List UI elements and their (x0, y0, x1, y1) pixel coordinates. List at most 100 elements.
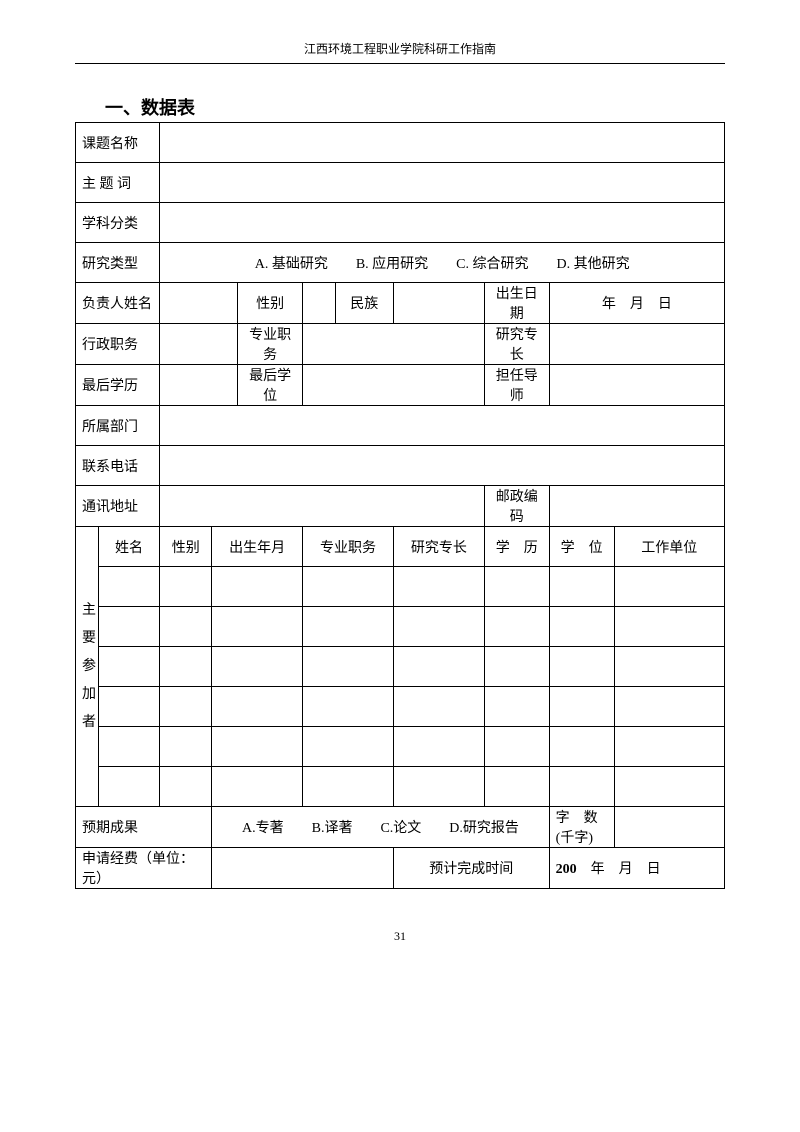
p-post[interactable] (303, 687, 394, 727)
table-row (76, 607, 725, 647)
field-gender[interactable] (303, 283, 335, 324)
col-name: 姓名 (98, 527, 160, 567)
field-research-spec[interactable] (549, 324, 724, 365)
p-birth[interactable] (212, 607, 303, 647)
table-row (76, 687, 725, 727)
p-unit[interactable] (614, 767, 724, 807)
table-row (76, 767, 725, 807)
field-zipcode[interactable] (549, 486, 724, 527)
p-name[interactable] (98, 767, 160, 807)
word-count-l2: (千字) (556, 831, 593, 846)
field-expected-result[interactable]: A.专著 B.译著 C.论文 D.研究报告 (212, 807, 549, 848)
field-leader-name[interactable] (160, 283, 238, 324)
field-word-count[interactable] (614, 807, 724, 848)
page-number: 31 (75, 929, 725, 944)
p-unit[interactable] (614, 567, 724, 607)
p-edu[interactable] (484, 687, 549, 727)
table-row (76, 727, 725, 767)
p-name[interactable] (98, 567, 160, 607)
col-degree: 学 位 (549, 527, 614, 567)
p-degree[interactable] (549, 647, 614, 687)
word-count-l1: 字 数 (556, 811, 598, 826)
label-research-type: 研究类型 (76, 243, 160, 283)
label-department: 所属部门 (76, 406, 160, 446)
p-degree[interactable] (549, 607, 614, 647)
field-highest-edu[interactable] (160, 365, 238, 406)
field-keywords[interactable] (160, 163, 725, 203)
p-name[interactable] (98, 607, 160, 647)
label-gender: 性别 (238, 283, 303, 324)
p-spec[interactable] (393, 647, 484, 687)
p-degree[interactable] (549, 767, 614, 807)
p-gender[interactable] (160, 687, 212, 727)
col-post: 专业职务 (303, 527, 394, 567)
label-zipcode: 邮政编码 (484, 486, 549, 527)
p-post[interactable] (303, 607, 394, 647)
date-suffix: 年 月 日 (577, 862, 661, 877)
field-department[interactable] (160, 406, 725, 446)
p-gender[interactable] (160, 727, 212, 767)
p-unit[interactable] (614, 607, 724, 647)
p-gender[interactable] (160, 567, 212, 607)
label-address: 通讯地址 (76, 486, 160, 527)
p-birth[interactable] (212, 567, 303, 607)
label-supervisor: 担任导师 (484, 365, 549, 406)
p-birth[interactable] (212, 687, 303, 727)
p-unit[interactable] (614, 727, 724, 767)
p-edu[interactable] (484, 767, 549, 807)
field-subject-class[interactable] (160, 203, 725, 243)
p-post[interactable] (303, 567, 394, 607)
p-degree[interactable] (549, 727, 614, 767)
field-admin-post[interactable] (160, 324, 238, 365)
p-gender[interactable] (160, 647, 212, 687)
field-birth-date[interactable]: 年 月 日 (549, 283, 724, 324)
label-highest-edu: 最后学历 (76, 365, 160, 406)
label-ethnicity: 民族 (335, 283, 393, 324)
col-birth: 出生年月 (212, 527, 303, 567)
p-degree[interactable] (549, 687, 614, 727)
participants-text: 主要参加者 (82, 603, 96, 730)
field-phone[interactable] (160, 446, 725, 486)
label-research-spec: 研究专长 (484, 324, 549, 365)
year-prefix: 200 (556, 862, 577, 877)
field-research-type[interactable]: A. 基础研究 B. 应用研究 C. 综合研究 D. 其他研究 (160, 243, 725, 283)
page-header: 江西环境工程职业学院科研工作指南 (75, 40, 725, 64)
p-unit[interactable] (614, 687, 724, 727)
p-spec[interactable] (393, 767, 484, 807)
p-spec[interactable] (393, 687, 484, 727)
p-edu[interactable] (484, 567, 549, 607)
p-edu[interactable] (484, 647, 549, 687)
p-birth[interactable] (212, 647, 303, 687)
p-spec[interactable] (393, 727, 484, 767)
p-unit[interactable] (614, 647, 724, 687)
data-form-table: 课题名称 主 题 词 学科分类 研究类型 A. 基础研究 B. 应用研究 C. … (75, 122, 725, 889)
field-address[interactable] (160, 486, 484, 527)
label-phone: 联系电话 (76, 446, 160, 486)
label-participants: 主要参加者 (76, 527, 99, 807)
p-gender[interactable] (160, 607, 212, 647)
field-pro-post[interactable] (303, 324, 485, 365)
p-name[interactable] (98, 647, 160, 687)
p-name[interactable] (98, 687, 160, 727)
field-supervisor[interactable] (549, 365, 724, 406)
p-degree[interactable] (549, 567, 614, 607)
table-row (76, 567, 725, 607)
p-name[interactable] (98, 727, 160, 767)
p-birth[interactable] (212, 767, 303, 807)
field-apply-fund[interactable] (212, 848, 394, 889)
label-leader-name: 负责人姓名 (76, 283, 160, 324)
p-post[interactable] (303, 647, 394, 687)
field-expected-time[interactable]: 200 年 月 日 (549, 848, 724, 889)
field-highest-degree[interactable] (303, 365, 485, 406)
p-gender[interactable] (160, 767, 212, 807)
p-post[interactable] (303, 727, 394, 767)
p-edu[interactable] (484, 727, 549, 767)
col-edu: 学 历 (484, 527, 549, 567)
p-post[interactable] (303, 767, 394, 807)
p-birth[interactable] (212, 727, 303, 767)
p-spec[interactable] (393, 567, 484, 607)
p-edu[interactable] (484, 607, 549, 647)
p-spec[interactable] (393, 607, 484, 647)
field-project-name[interactable] (160, 123, 725, 163)
field-ethnicity[interactable] (393, 283, 484, 324)
